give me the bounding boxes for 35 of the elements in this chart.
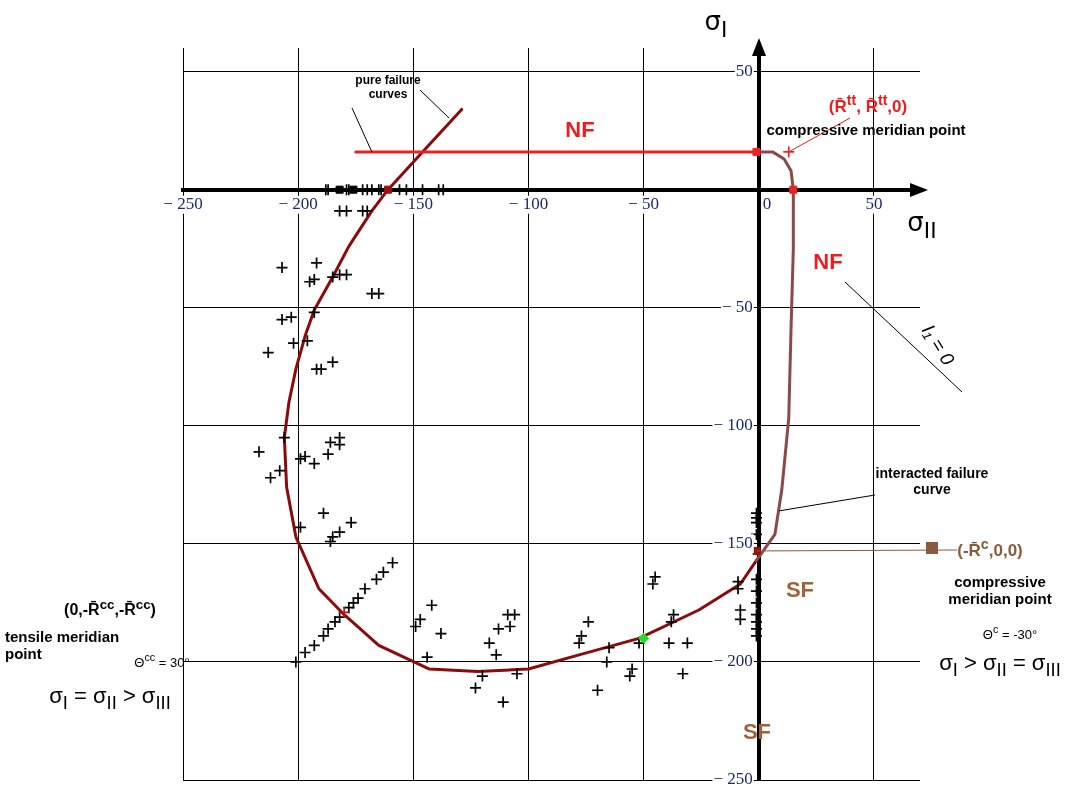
point <box>789 185 798 194</box>
annotation: (-R̄$^{c}$,0,0) <box>957 535 1023 561</box>
annotation: NF <box>813 249 843 275</box>
x-tick-label: − 150 <box>393 193 433 213</box>
annotation: SF <box>785 577 815 603</box>
x-tick-label: 50 <box>865 193 883 213</box>
annotation: I₁ = 0 <box>917 320 959 370</box>
text: σ$_{I}$ > σ$_{II}$ = σ$_{III}$ <box>939 650 1061 680</box>
text: (0,-R̄$^{cc}$,-R̄$^{cc}$) <box>64 596 156 620</box>
x-axis-title: σ$_{II}$ <box>907 207 937 243</box>
point <box>337 606 351 619</box>
text: tensile meridian point <box>5 627 120 662</box>
x-tick-label: 0 <box>762 193 772 213</box>
x-tick-label: − 100 <box>508 193 549 213</box>
y-tick-label: − 150 <box>713 533 753 553</box>
x-tick-label: − 200 <box>278 193 318 213</box>
point <box>383 185 393 194</box>
annotation: NF <box>565 117 595 143</box>
point <box>335 185 344 194</box>
x-tick-label: − 50 <box>628 193 660 213</box>
point <box>638 632 650 644</box>
annotation: interacted failure curve <box>874 464 990 498</box>
y-axis-title: σ$_{I}$ <box>704 6 728 42</box>
x-tick-label: − 250 <box>163 193 203 213</box>
y-tick-label: − 200 <box>713 651 753 671</box>
y-tick-label: − 50 <box>721 297 753 317</box>
y-tick-label: − 100 <box>713 415 753 435</box>
y-tick-label: − 250 <box>713 769 753 789</box>
point <box>782 145 796 159</box>
point <box>752 147 761 156</box>
text: compressive meridian point <box>947 572 1053 608</box>
y-tick-label: 50 <box>735 61 753 81</box>
point <box>349 185 358 194</box>
text: σ$_{I}$ = σ$_{II}$ > σ$_{III}$ <box>49 683 171 713</box>
text: Θ$^{c}$ = -30° <box>982 623 1038 643</box>
